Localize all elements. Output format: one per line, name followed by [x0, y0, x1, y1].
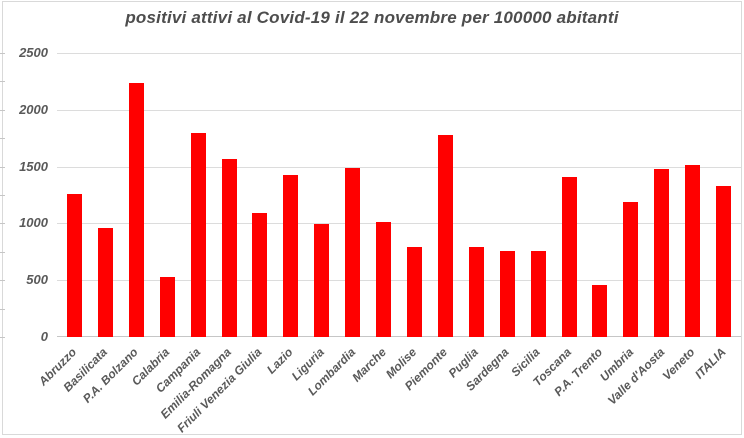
y-tick-label-1500: 1500 — [19, 159, 48, 174]
x-category-label-veneto: Veneto — [660, 345, 698, 383]
bar-sardegna — [500, 251, 515, 337]
plot-area — [57, 53, 741, 337]
bar-sicilia — [531, 251, 546, 337]
y-minor-tick-0 — [0, 337, 5, 338]
y-minor-tick-2500 — [0, 53, 5, 54]
bar-liguria — [314, 224, 329, 337]
bar-veneto — [685, 165, 700, 337]
bar-emilia-romagna — [222, 159, 237, 337]
bar-p-a-trento — [592, 285, 607, 337]
bar-valle-d-aosta — [654, 169, 669, 337]
y-minor-tick-2250 — [0, 81, 5, 82]
y-tick-label-1000: 1000 — [19, 215, 48, 230]
bar-puglia — [469, 247, 484, 337]
bar-umbria — [623, 202, 638, 337]
y-minor-tick-1250 — [0, 195, 5, 196]
bar-italia — [716, 186, 731, 337]
bar-campania — [191, 133, 206, 337]
bar-lazio — [283, 175, 298, 337]
y-tick-label-2000: 2000 — [19, 102, 48, 117]
y-minor-tick-500 — [0, 280, 5, 281]
y-tick-label-500: 500 — [26, 272, 48, 287]
gridline-1000 — [57, 223, 741, 224]
bar-marche — [376, 222, 391, 337]
bar-lombardia — [345, 168, 360, 337]
x-category-label-italia: ITALIA — [692, 345, 729, 382]
bar-piemonte — [438, 135, 453, 337]
y-minor-tick-1000 — [0, 223, 5, 224]
gridline-2000 — [57, 110, 741, 111]
y-minor-tick-1500 — [0, 167, 5, 168]
y-minor-tick-1750 — [0, 138, 5, 139]
bar-molise — [407, 247, 422, 337]
bar-p-a-bolzano — [129, 83, 144, 337]
gridline-1500 — [57, 167, 741, 168]
bar-basilicata — [98, 228, 113, 337]
x-axis-line — [57, 336, 741, 337]
y-tick-label-2500: 2500 — [19, 45, 48, 60]
gridline-2500 — [57, 53, 741, 54]
gridline-500 — [57, 280, 741, 281]
y-tick-label-0: 0 — [40, 329, 48, 344]
bar-calabria — [160, 277, 175, 337]
bar-friuli-venezia-giulia — [252, 213, 267, 337]
bar-abruzzo — [67, 194, 82, 337]
y-minor-tick-750 — [0, 252, 5, 253]
bar-toscana — [562, 177, 577, 337]
y-minor-tick-250 — [0, 309, 5, 310]
y-minor-tick-2000 — [0, 110, 5, 111]
chart-title: positivi attivi al Covid-19 il 22 novemb… — [125, 8, 619, 27]
